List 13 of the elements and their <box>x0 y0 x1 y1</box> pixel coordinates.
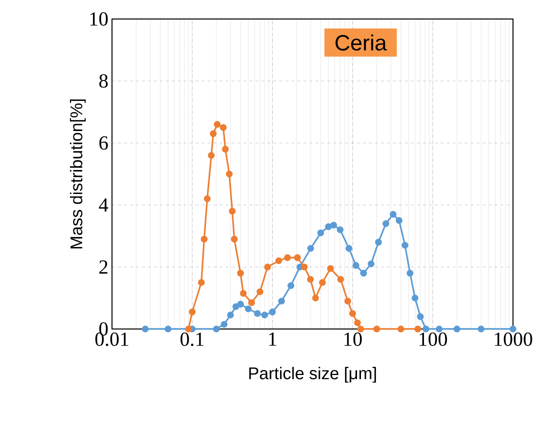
y-tick-label: 8 <box>99 74 108 88</box>
x-tick-label: 0.1 <box>180 332 204 346</box>
y-tick-label: 4 <box>98 198 108 212</box>
x-tick-label: 100 <box>420 332 447 346</box>
y-tick-label: 10 <box>90 12 108 26</box>
x-tick-label: 1000 <box>494 332 532 346</box>
y-tick-label: 6 <box>99 136 108 150</box>
x-axis-title: Particle size [μm] <box>249 366 376 383</box>
y-tick-label: 2 <box>99 260 108 274</box>
x-tick-label: 1 <box>269 332 276 346</box>
y-axis-title: Mass distribution[%] <box>70 99 86 248</box>
annotation: Ceria <box>336 34 387 51</box>
x-tick-label: 10 <box>344 332 362 346</box>
